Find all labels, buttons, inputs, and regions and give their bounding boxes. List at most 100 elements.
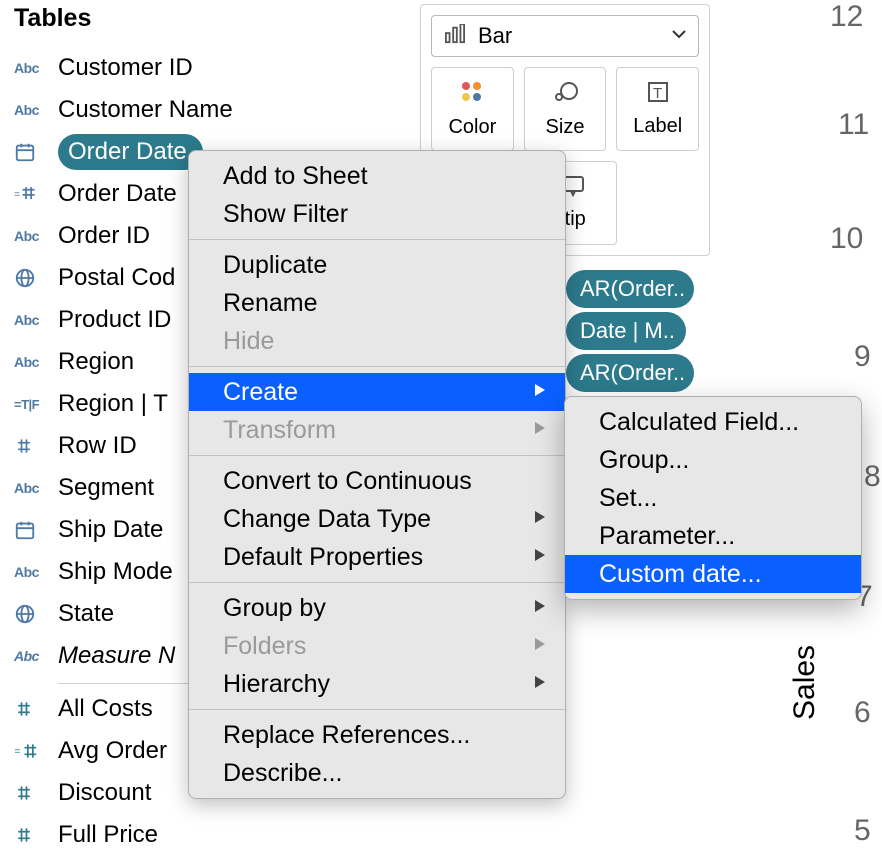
menu-show-filter[interactable]: Show Filter bbox=[189, 195, 565, 233]
menu-label: Folders bbox=[223, 632, 306, 661]
submenu-arrow-icon bbox=[535, 599, 545, 617]
marks-color-label: Color bbox=[448, 116, 496, 139]
submenu-label: Set... bbox=[599, 484, 657, 513]
submenu-parameter[interactable]: Parameter... bbox=[565, 517, 861, 555]
menu-label: Add to Sheet bbox=[223, 162, 368, 191]
abc-icon: Abc bbox=[14, 480, 58, 496]
submenu-label: Parameter... bbox=[599, 522, 735, 551]
pill-year-order-1[interactable]: AR(Order.. bbox=[566, 270, 694, 308]
field-customer-id[interactable]: Abc Customer ID bbox=[14, 47, 414, 89]
menu-change-data-type[interactable]: Change Data Type bbox=[189, 500, 565, 538]
marks-label-button[interactable]: T Label bbox=[616, 67, 699, 151]
menu-group-by[interactable]: Group by bbox=[189, 589, 565, 627]
field-label: Order Date bbox=[58, 180, 177, 208]
field-label: Segment bbox=[58, 474, 154, 502]
mark-type-dropdown[interactable]: Bar bbox=[431, 15, 699, 57]
field-label: All Costs bbox=[58, 695, 153, 723]
field-label: Ship Mode bbox=[58, 558, 173, 586]
submenu-label: Calculated Field... bbox=[599, 408, 799, 437]
field-label: State bbox=[58, 600, 114, 628]
globe-icon bbox=[14, 267, 58, 289]
field-label: Row ID bbox=[58, 432, 137, 460]
menu-label: Convert to Continuous bbox=[223, 467, 472, 496]
menu-folders: Folders bbox=[189, 627, 565, 665]
menu-replace-references[interactable]: Replace References... bbox=[189, 716, 565, 754]
submenu-label: Group... bbox=[599, 446, 689, 475]
menu-describe[interactable]: Describe... bbox=[189, 754, 565, 792]
pill-date-m[interactable]: Date | M.. bbox=[566, 312, 686, 350]
create-submenu: Calculated Field... Group... Set... Para… bbox=[564, 396, 862, 600]
menu-label: Hide bbox=[223, 327, 274, 356]
menu-label: Change Data Type bbox=[223, 505, 431, 534]
size-icon bbox=[551, 79, 579, 110]
axis-tick: 5 bbox=[854, 814, 871, 848]
field-pill-order-date[interactable]: Order Date bbox=[58, 134, 203, 170]
calc-hash-icon: = bbox=[14, 741, 58, 761]
chevron-down-icon bbox=[672, 27, 686, 45]
boolean-icon: =T|F bbox=[14, 397, 58, 412]
submenu-label: Custom date... bbox=[599, 560, 762, 589]
field-label: Measure N bbox=[58, 642, 175, 670]
submenu-arrow-icon bbox=[535, 383, 545, 401]
menu-label: Transform bbox=[223, 416, 336, 445]
calendar-icon bbox=[14, 141, 58, 163]
field-full-price[interactable]: Full Price bbox=[14, 814, 414, 856]
menu-default-properties[interactable]: Default Properties bbox=[189, 538, 565, 576]
axis-tick: 9 bbox=[854, 340, 871, 374]
field-label: Order ID bbox=[58, 222, 150, 250]
pill-year-order-2[interactable]: AR(Order.. bbox=[566, 354, 694, 392]
menu-convert-continuous[interactable]: Convert to Continuous bbox=[189, 462, 565, 500]
submenu-calculated-field[interactable]: Calculated Field... bbox=[565, 403, 861, 441]
menu-create[interactable]: Create bbox=[189, 373, 565, 411]
menu-label: Replace References... bbox=[223, 721, 470, 750]
menu-label: Rename bbox=[223, 289, 318, 318]
axis-label-sales: Sales bbox=[788, 645, 822, 720]
marks-color-button[interactable]: Color bbox=[431, 67, 514, 151]
field-label: Discount bbox=[58, 779, 151, 807]
field-pill-label: Order Date bbox=[68, 138, 187, 166]
marks-size-button[interactable]: Size bbox=[524, 67, 607, 151]
axis-tick: 10 bbox=[830, 222, 863, 256]
calendar-icon bbox=[14, 519, 58, 541]
menu-label: Hierarchy bbox=[223, 670, 330, 699]
marks-size-label: Size bbox=[546, 116, 585, 139]
color-dots-icon bbox=[459, 79, 485, 110]
submenu-group[interactable]: Group... bbox=[565, 441, 861, 479]
pill-label: AR(Order.. bbox=[580, 276, 685, 302]
submenu-custom-date[interactable]: Custom date... bbox=[565, 555, 861, 593]
axis-tick: 6 bbox=[854, 696, 871, 730]
pill-label: AR(Order.. bbox=[580, 360, 685, 386]
abc-icon: Abc bbox=[14, 354, 58, 370]
abc-icon: Abc bbox=[14, 564, 58, 580]
menu-label: Show Filter bbox=[223, 200, 348, 229]
field-label: Region bbox=[58, 348, 134, 376]
abc-icon: Abc bbox=[14, 60, 58, 76]
menu-hierarchy[interactable]: Hierarchy bbox=[189, 665, 565, 703]
marks-label-label: Label bbox=[633, 115, 682, 138]
field-label: Customer ID bbox=[58, 54, 193, 82]
tables-header: Tables bbox=[14, 4, 414, 33]
mark-type-label: Bar bbox=[478, 23, 512, 49]
submenu-arrow-icon bbox=[535, 421, 545, 439]
menu-add-to-sheet[interactable]: Add to Sheet bbox=[189, 157, 565, 195]
hash-icon bbox=[14, 699, 58, 719]
menu-duplicate[interactable]: Duplicate bbox=[189, 246, 565, 284]
abc-icon: Abc bbox=[14, 102, 58, 118]
menu-rename[interactable]: Rename bbox=[189, 284, 565, 322]
submenu-arrow-icon bbox=[535, 637, 545, 655]
submenu-set[interactable]: Set... bbox=[565, 479, 861, 517]
abc-icon: Abc bbox=[14, 312, 58, 328]
globe-icon bbox=[14, 603, 58, 625]
abc-icon: Abc bbox=[14, 228, 58, 244]
field-label: Customer Name bbox=[58, 96, 233, 124]
field-label: Avg Order bbox=[58, 737, 167, 765]
field-customer-name[interactable]: Abc Customer Name bbox=[14, 89, 414, 131]
submenu-arrow-icon bbox=[535, 675, 545, 693]
pill-label: Date | M.. bbox=[580, 318, 675, 344]
context-menu: Add to Sheet Show Filter Duplicate Renam… bbox=[188, 150, 566, 799]
svg-text:=: = bbox=[15, 746, 21, 757]
field-manufacturing-cost[interactable]: Manufacturing cost bbox=[14, 856, 414, 866]
calendar-hash-icon: = bbox=[14, 183, 58, 205]
menu-label: Group by bbox=[223, 594, 326, 623]
submenu-arrow-icon bbox=[535, 510, 545, 528]
